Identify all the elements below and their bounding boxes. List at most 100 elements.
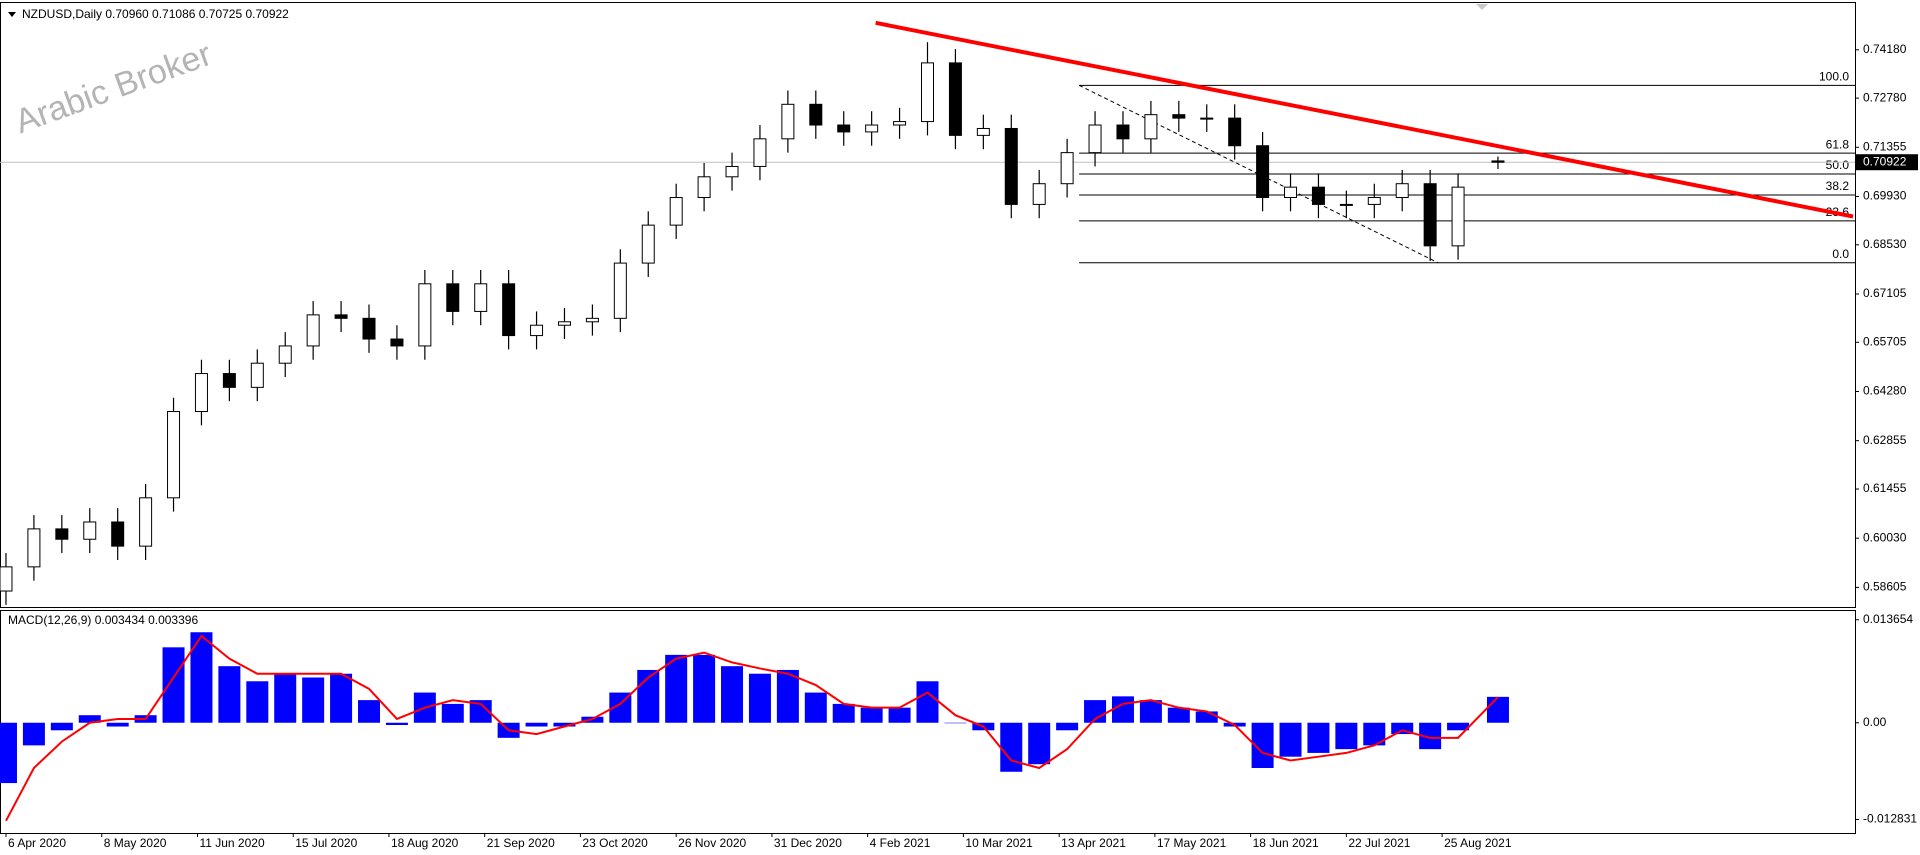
chart-title: NZDUSD,Daily 0.70960 0.71086 0.70725 0.7… — [22, 7, 289, 21]
last-price-box — [1856, 154, 1918, 171]
macd-bar — [1335, 722, 1358, 750]
candle-body — [809, 103, 823, 126]
candle-body — [1200, 117, 1214, 120]
y-tick-label: 0.61455 — [1863, 481, 1907, 495]
macd-bar — [553, 722, 576, 727]
macd-bar — [776, 669, 799, 723]
candle-body — [250, 362, 264, 388]
macd-bar — [804, 692, 827, 723]
x-tick-label: 18 Jun 2021 — [1253, 836, 1319, 850]
y-tick-label: 0.71355 — [1863, 139, 1907, 153]
x-tick-label: 15 Jul 2020 — [295, 836, 357, 850]
candle-body — [1116, 124, 1130, 140]
candle-body — [865, 124, 879, 133]
y-tick-label: 0.013654 — [1863, 612, 1913, 626]
macd-bar — [1251, 722, 1274, 768]
candle-body — [1395, 183, 1409, 199]
candle-body — [1491, 160, 1505, 163]
macd-bar — [748, 673, 771, 723]
menu-arrow[interactable] — [8, 12, 16, 17]
macd-bar — [218, 666, 241, 723]
candle-body — [1088, 124, 1102, 154]
fib-label: 0.0 — [1832, 247, 1849, 261]
candle-body — [669, 197, 683, 226]
candle-body — [893, 121, 907, 126]
candle-body — [781, 103, 795, 140]
candle-body — [1172, 114, 1186, 119]
candle-body — [0, 566, 13, 592]
macd-title: MACD(12,26,9) 0.003434 0.003396 — [8, 613, 198, 627]
x-tick-label: 17 May 2021 — [1157, 836, 1227, 850]
x-tick-label: 22 Jul 2021 — [1348, 836, 1410, 850]
fib-diagonal — [1078, 84, 1439, 264]
macd-bar — [1391, 722, 1414, 735]
candle-body — [585, 317, 599, 323]
macd-bar — [0, 722, 17, 784]
macd-bar — [609, 692, 632, 723]
candle-body — [1423, 183, 1437, 247]
candle-body — [278, 345, 292, 364]
candle-body — [948, 62, 962, 136]
y-tick-label: 0.62855 — [1863, 433, 1907, 447]
macd-bar — [330, 673, 353, 723]
macd-bar — [693, 654, 716, 723]
macd-bar — [162, 647, 185, 723]
candle-body — [362, 317, 376, 340]
macd-bar — [190, 632, 213, 723]
fib-label: 38.2 — [1826, 179, 1850, 193]
candle-body — [1284, 186, 1298, 199]
trendline — [875, 20, 1854, 219]
macd-bar — [1279, 722, 1302, 757]
x-tick-label: 18 Aug 2020 — [391, 836, 459, 850]
y-tick-label: 0.72780 — [1863, 90, 1907, 104]
x-tick-label: 21 Sep 2020 — [487, 836, 555, 850]
macd-bar — [860, 707, 883, 723]
fib-label: 50.0 — [1826, 158, 1850, 172]
candle-body — [1451, 186, 1465, 247]
fib-label: 100.0 — [1819, 69, 1849, 83]
macd-bar — [1167, 707, 1190, 723]
x-tick-label: 26 Nov 2020 — [678, 836, 746, 850]
macd-bar — [1028, 722, 1051, 765]
candle-body — [306, 314, 320, 347]
candle-body — [557, 321, 571, 326]
candle-body — [222, 373, 236, 388]
fib-label: 61.8 — [1826, 137, 1850, 151]
candle-body — [502, 283, 516, 337]
candle-body — [1060, 152, 1074, 185]
candle-body — [111, 521, 125, 547]
candle-body — [613, 262, 627, 319]
candle-body — [753, 138, 767, 167]
macd-bar — [525, 722, 548, 727]
candle-body — [194, 373, 208, 413]
macd-bar — [1195, 711, 1218, 723]
candle-body — [1032, 183, 1046, 205]
macd-bar — [665, 654, 688, 723]
candle-body — [1339, 203, 1353, 206]
macd-bar — [1307, 722, 1330, 753]
x-tick-label: 11 Jun 2020 — [199, 836, 264, 850]
candle-body — [474, 283, 488, 312]
macd-bar — [78, 715, 101, 723]
y-tick-label: 0.60030 — [1863, 530, 1907, 544]
candle-body — [83, 521, 97, 540]
macd-bar — [888, 707, 911, 723]
x-tick-label: 4 Feb 2021 — [870, 836, 931, 850]
candle-body — [139, 497, 153, 547]
x-tick-label: 8 May 2020 — [104, 836, 167, 850]
macd-signal — [5, 634, 1499, 822]
macd-bar — [246, 681, 269, 723]
macd-bar — [358, 700, 381, 723]
candle-body — [921, 62, 934, 123]
y-tick-label: 0.58605 — [1863, 580, 1907, 594]
y-tick-label: 0.68530 — [1863, 237, 1907, 251]
macd-panel-frame — [0, 610, 1856, 834]
y-tick-label: 0.00 — [1863, 715, 1887, 729]
macd-bar — [1447, 722, 1470, 731]
x-tick-label: 6 Apr 2020 — [8, 836, 66, 850]
candle-body — [697, 176, 711, 199]
macd-bar — [274, 673, 297, 723]
y-tick-label: 0.64280 — [1863, 384, 1907, 398]
